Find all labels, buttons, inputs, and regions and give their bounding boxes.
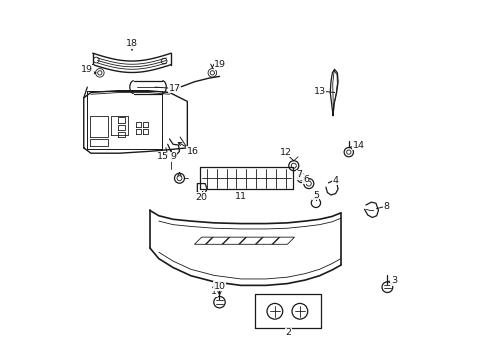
- Text: 11: 11: [234, 192, 246, 201]
- Text: 1: 1: [211, 287, 217, 296]
- Text: 16: 16: [186, 147, 198, 156]
- Text: 13: 13: [313, 87, 325, 96]
- Text: 17: 17: [168, 84, 181, 93]
- Text: 3: 3: [390, 276, 396, 285]
- Text: 9: 9: [170, 152, 176, 161]
- Text: 20: 20: [195, 193, 207, 202]
- Polygon shape: [194, 237, 294, 244]
- Text: 12: 12: [279, 148, 291, 157]
- Text: 7: 7: [296, 170, 302, 179]
- Text: 18: 18: [126, 39, 138, 48]
- Text: 6: 6: [303, 175, 308, 184]
- Text: 15: 15: [157, 152, 169, 161]
- Text: 8: 8: [383, 202, 389, 211]
- Text: 4: 4: [332, 176, 338, 185]
- Text: 19: 19: [214, 60, 226, 69]
- Text: 5: 5: [312, 190, 318, 199]
- Text: 10: 10: [213, 282, 225, 291]
- Text: 2: 2: [285, 328, 290, 337]
- Text: 14: 14: [352, 141, 364, 150]
- Text: 19: 19: [81, 66, 93, 75]
